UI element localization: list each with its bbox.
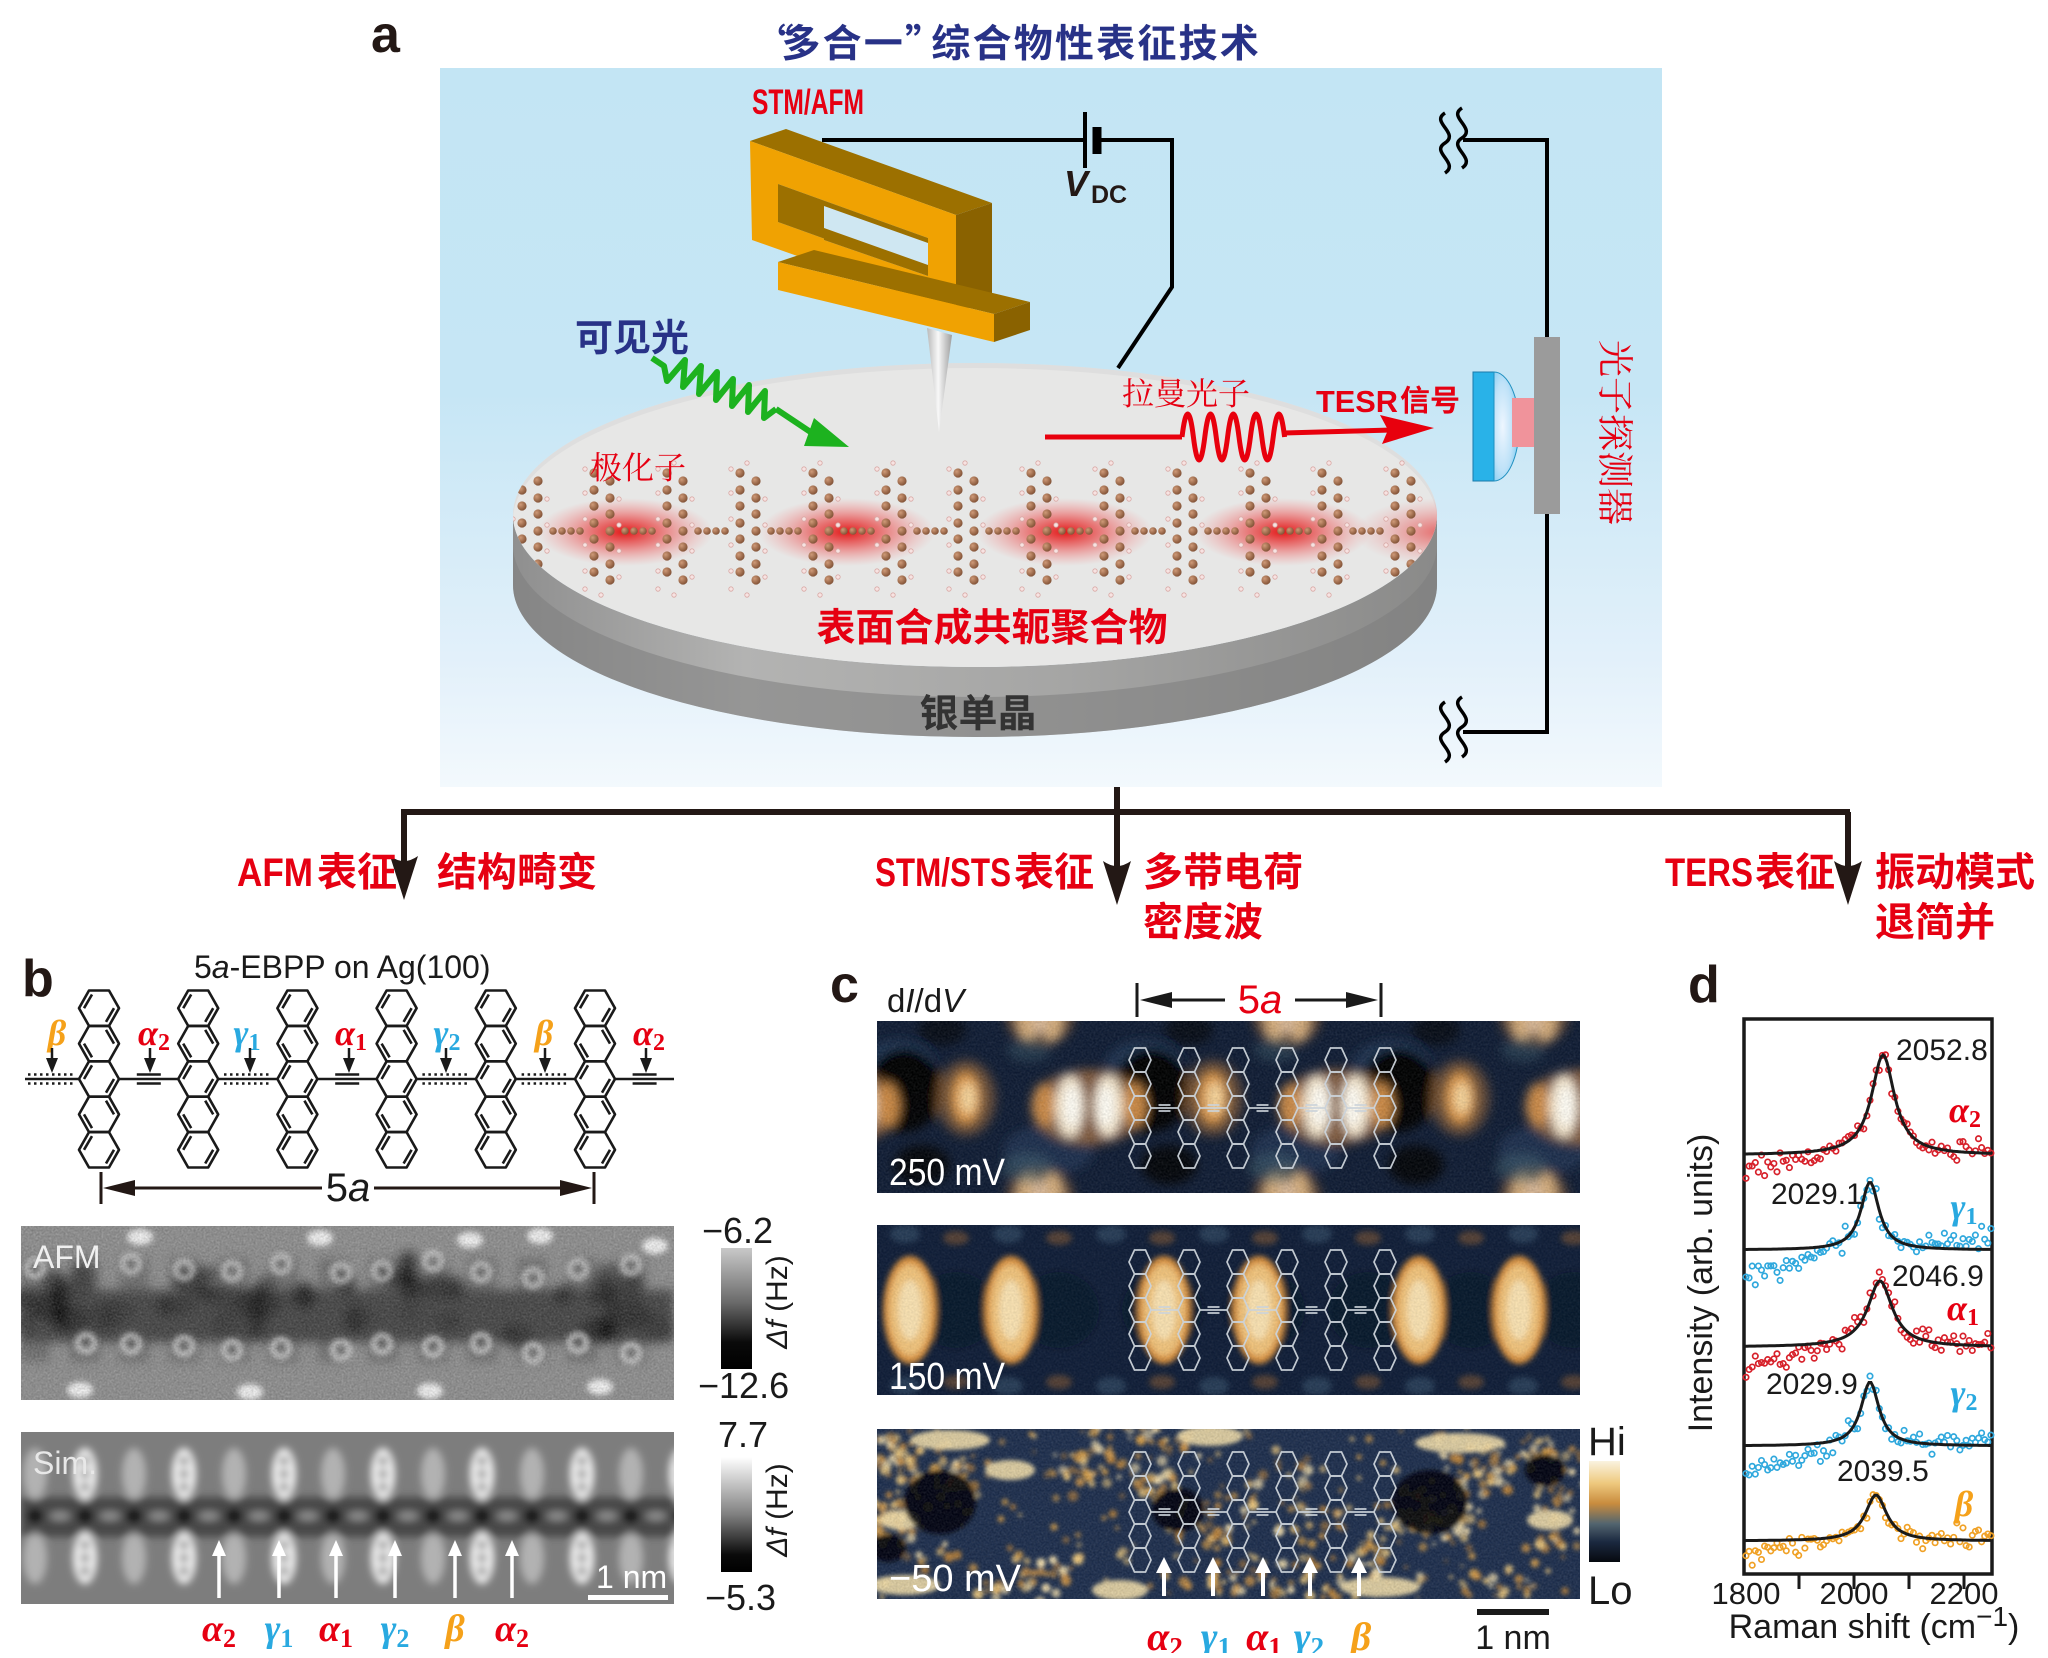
svg-text:c: c [830, 956, 859, 1014]
svg-text:250 mV: 250 mV [889, 1152, 1006, 1194]
svg-text:Raman shift (cm−1): Raman shift (cm−1) [1729, 1601, 2020, 1646]
svg-text:β: β [443, 1608, 465, 1650]
svg-text:1800: 1800 [1712, 1576, 1781, 1611]
svg-text:TESR: TESR [1316, 384, 1398, 419]
svg-text:5a-EBPP on Ag(100): 5a-EBPP on Ag(100) [194, 949, 491, 985]
svg-text:AFM: AFM [33, 1239, 101, 1275]
svg-text:d: d [1688, 956, 1720, 1014]
svg-text:150 mV: 150 mV [889, 1356, 1006, 1398]
svg-text:STM/AFM: STM/AFM [752, 83, 864, 122]
svg-text:Intensity (arb. units): Intensity (arb. units) [1682, 1134, 1720, 1433]
svg-text:2046.9: 2046.9 [1892, 1260, 1984, 1293]
svg-text:β: β [1349, 1614, 1372, 1653]
svg-text:Lo: Lo [1588, 1569, 1633, 1613]
svg-text:Δf (Hz): Δf (Hz) [761, 1255, 794, 1349]
svg-text:AFM: AFM [237, 851, 313, 895]
svg-text:TERS: TERS [1665, 851, 1753, 895]
svg-text:α1: α1 [319, 1608, 353, 1653]
svg-text:5a: 5a [326, 1166, 371, 1210]
svg-text:−6.2: −6.2 [702, 1210, 773, 1251]
svg-text:2200: 2200 [1930, 1576, 1999, 1611]
svg-text:5a: 5a [1238, 978, 1283, 1022]
svg-text:β: β [46, 1013, 67, 1053]
svg-text:α2: α2 [1949, 1090, 1981, 1133]
svg-text:dI/dV: dI/dV [887, 982, 967, 1019]
svg-text:b: b [22, 950, 54, 1008]
svg-text:−12.6: −12.6 [698, 1365, 789, 1406]
svg-text:2029.1: 2029.1 [1771, 1178, 1863, 1211]
svg-text:Hi: Hi [1588, 1420, 1626, 1464]
svg-text:7.7: 7.7 [718, 1414, 768, 1455]
svg-text:DC: DC [1091, 181, 1127, 209]
svg-text:Δf (Hz): Δf (Hz) [761, 1463, 794, 1557]
svg-text:β: β [1953, 1484, 1974, 1524]
svg-text:2039.5: 2039.5 [1837, 1455, 1929, 1488]
svg-text:Sim.: Sim. [33, 1445, 97, 1481]
svg-text:a: a [371, 6, 401, 64]
svg-text:1 nm: 1 nm [596, 1559, 667, 1595]
svg-text:−50 mV: −50 mV [889, 1558, 1022, 1600]
svg-text:β: β [533, 1013, 554, 1053]
svg-text:2052.8: 2052.8 [1896, 1034, 1988, 1067]
svg-text:STM/STS: STM/STS [875, 851, 1011, 895]
svg-text:−5.3: −5.3 [705, 1577, 776, 1618]
svg-text:1 nm: 1 nm [1475, 1619, 1551, 1653]
svg-text:2000: 2000 [1820, 1576, 1889, 1611]
svg-text:2029.9: 2029.9 [1766, 1368, 1858, 1401]
svg-text:V: V [1064, 163, 1091, 204]
